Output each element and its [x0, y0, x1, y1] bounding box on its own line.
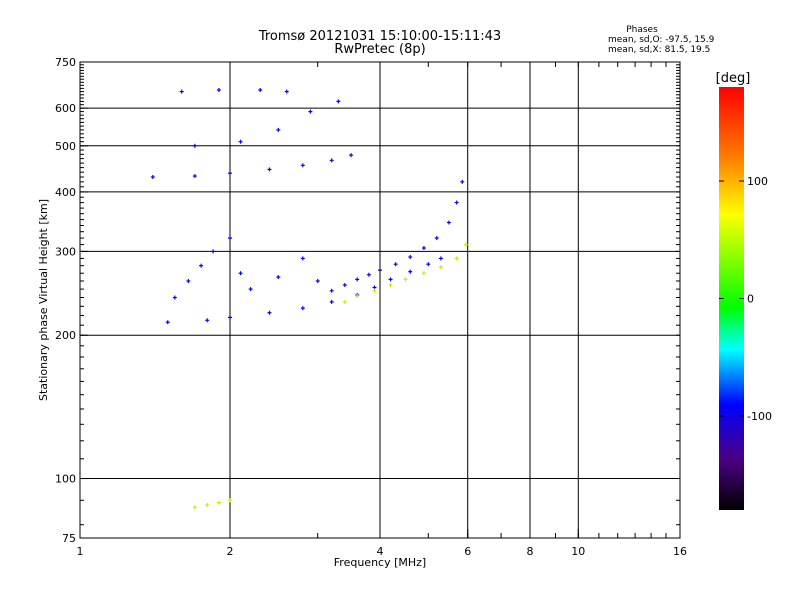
data-point	[276, 275, 281, 280]
data-point	[408, 269, 413, 274]
y-tick-label: 100	[55, 473, 76, 486]
stats-x-line: mean, sd,X: 81.5, 19.5	[608, 45, 710, 55]
data-point	[276, 127, 281, 132]
data-point	[216, 500, 221, 505]
data-point	[228, 315, 232, 320]
chart-subtitle: RwPretec (8p)	[334, 42, 425, 57]
y-tick-label: 75	[62, 532, 76, 545]
data-point	[179, 89, 184, 94]
data-point	[199, 263, 204, 268]
data-point	[426, 262, 431, 267]
data-point	[454, 200, 459, 205]
x-tick-label: 1	[77, 545, 84, 558]
data-point	[388, 283, 393, 288]
data-point	[186, 279, 191, 284]
y-tick-label: 500	[55, 140, 76, 153]
data-point	[211, 249, 216, 254]
data-point	[421, 271, 426, 276]
data-point	[300, 306, 305, 311]
data-point	[228, 236, 232, 241]
stats-o-line: mean, sd,O: -97.5, 15.9	[608, 35, 715, 45]
colorbar-tick-label: 100	[747, 175, 768, 188]
plot-area: 1 2 4 6 8 10 16 75 100 200 300 400 500 600 750	[55, 56, 687, 558]
y-axis-label: Stationary phase Virtual Height [km]	[37, 199, 50, 401]
data-point	[308, 109, 313, 114]
data-point	[403, 277, 408, 282]
data-point	[267, 310, 272, 315]
data-point	[434, 236, 439, 241]
x-tick-label: 4	[377, 545, 384, 558]
data-point	[336, 99, 341, 104]
axis-ticks: 1 2 4 6 8 10 16 75 100 200 300 400 500 600 750	[55, 56, 687, 558]
x-axis-label: Frequency [MHz]	[334, 556, 426, 569]
data-point	[205, 318, 210, 323]
data-point	[315, 279, 320, 284]
data-point	[238, 139, 243, 144]
data-point	[372, 288, 377, 293]
colorbar-tick-label: -100	[747, 410, 772, 423]
data-point	[300, 163, 305, 168]
data-point	[172, 295, 177, 300]
y-tick-label: 600	[55, 102, 76, 115]
data-point	[446, 220, 451, 225]
data-point	[192, 505, 197, 510]
x-tick-label: 2	[227, 545, 234, 558]
data-point	[329, 288, 334, 293]
y-tick-label: 200	[55, 329, 76, 342]
data-point	[355, 277, 360, 282]
data-points	[150, 87, 468, 510]
y-tick-label: 750	[55, 56, 76, 69]
data-point	[238, 271, 243, 276]
chart-title: Tromsø 20121031 15:10:00-15:11:43	[258, 29, 501, 44]
colorbar-ticks: 100 0 -100	[719, 175, 772, 423]
colorbar-tick-label: 0	[747, 293, 754, 306]
colorbar: [deg] 100 0 -100	[716, 71, 772, 510]
data-point	[284, 89, 289, 94]
data-point	[329, 299, 334, 304]
data-point	[388, 277, 393, 282]
data-point	[248, 287, 253, 292]
data-point	[366, 272, 371, 277]
y-tick-label: 400	[55, 186, 76, 199]
data-point	[454, 256, 459, 261]
data-point	[393, 262, 398, 267]
data-point	[421, 246, 426, 251]
data-point	[150, 174, 155, 179]
data-point	[378, 268, 382, 273]
data-point	[355, 293, 360, 298]
data-point	[460, 179, 465, 184]
data-point	[228, 171, 232, 176]
x-tick-label: 10	[571, 545, 585, 558]
x-tick-label: 8	[527, 545, 534, 558]
data-point	[349, 153, 354, 158]
data-point	[192, 143, 197, 148]
data-point	[438, 256, 443, 261]
data-point	[228, 498, 232, 503]
x-tick-label: 6	[464, 545, 471, 558]
data-point	[408, 255, 413, 260]
x-tick-label: 16	[673, 545, 687, 558]
stats-heading: Phases	[626, 25, 658, 35]
grid-lines	[80, 62, 680, 538]
data-point	[342, 283, 347, 288]
data-point	[463, 242, 468, 247]
data-point	[438, 265, 443, 270]
data-point	[300, 256, 305, 261]
data-point	[165, 320, 170, 325]
data-point	[216, 87, 221, 92]
data-point	[205, 502, 210, 507]
data-point	[342, 299, 347, 304]
data-point	[192, 174, 197, 179]
data-point	[258, 87, 263, 92]
data-point	[329, 158, 334, 163]
colorbar-label: [deg]	[716, 71, 751, 86]
y-tick-label: 300	[55, 245, 76, 258]
data-point	[267, 167, 272, 172]
